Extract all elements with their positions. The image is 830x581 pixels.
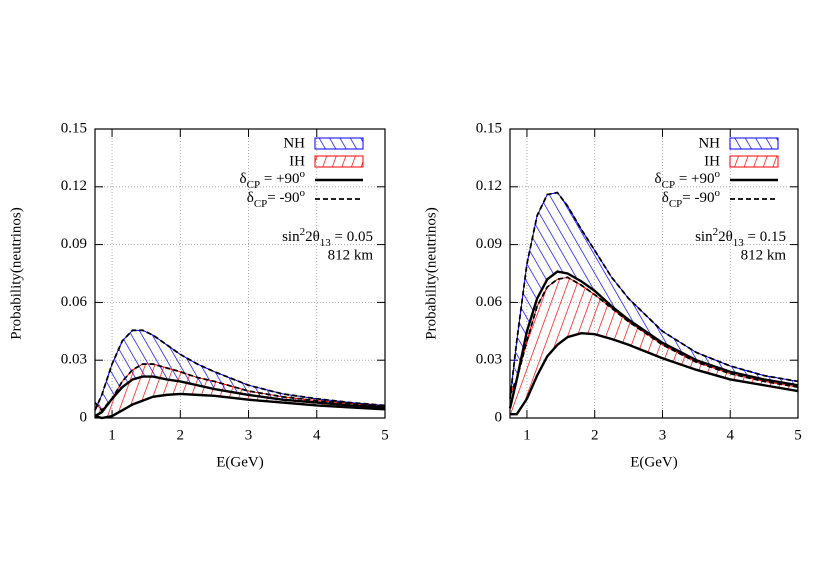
annotation-index: 13 [320, 237, 332, 249]
curve [94, 363, 386, 412]
legend-main: = +90 [260, 171, 299, 187]
legend-label: δCP = +90o [240, 168, 306, 191]
legend-sup: o [715, 168, 721, 180]
x-tick-label: 3 [245, 427, 253, 443]
y-tick-label: 0.12 [61, 178, 87, 194]
legend-label: δCP = +90o [655, 168, 721, 191]
annotation-baseline: 812 km [741, 247, 787, 263]
y-axis-label: Probability(neutrinos) [8, 207, 24, 339]
band [94, 363, 386, 419]
panel: 0 0.03 0.06 0.09 0.12 0.15 1 2 3 4 5 E(GeV) Probabil… [8, 120, 388, 470]
legend-sub: CP [254, 198, 267, 210]
legend-main: = -90 [682, 190, 714, 206]
x-axis-label: E(GeV) [630, 454, 677, 470]
x-tick-label: 4 [726, 427, 734, 443]
x-axis-label: E(GeV) [216, 454, 263, 470]
legend-sub: CP [669, 198, 682, 210]
legend-label: NH [698, 135, 720, 151]
x-tick-label: 1 [108, 427, 116, 443]
legend-sup: o [715, 187, 721, 199]
legend-sub: CP [247, 179, 260, 191]
y-tick-label: 0.06 [61, 294, 88, 310]
y-tick-label: 0.15 [61, 120, 87, 136]
annotation-power: 2 [300, 226, 306, 238]
curve [508, 270, 799, 409]
annotation-baseline: 812 km [328, 247, 374, 263]
x-tick-label: 1 [523, 427, 531, 443]
annotation-value: = 0.15 [744, 229, 786, 245]
curve [509, 191, 799, 399]
legend-swatch [729, 137, 779, 150]
legend-main: = +90 [675, 171, 714, 187]
y-tick-label: 0.03 [476, 352, 502, 368]
x-tick-label: 5 [381, 427, 389, 443]
y-tick-label: 0.09 [476, 236, 502, 252]
legend-sub: CP [662, 179, 675, 191]
annotation-power: 2 [713, 226, 719, 238]
x-tick-label: 3 [659, 427, 667, 443]
annotation-func: sin [282, 229, 300, 245]
legend-label: IH [704, 153, 720, 169]
legend-symbol: δ [662, 190, 669, 206]
y-tick-label: 0.06 [476, 294, 503, 310]
legend-swatch [314, 137, 364, 150]
plot-frame [509, 128, 799, 419]
curve [94, 375, 386, 418]
panel: 0 0.03 0.06 0.09 0.12 0.15 1 2 3 4 5 E(GeV) Probabil… [423, 120, 801, 470]
y-axis-label: Probability(neutrinos) [423, 207, 439, 339]
curve [509, 276, 799, 396]
legend-symbol: δ [247, 190, 254, 206]
annotation: sin22θ13 = 0.15 [695, 226, 786, 249]
annotation-index: 13 [733, 237, 745, 249]
legend-main: = -90 [267, 190, 299, 206]
y-tick-label: 0 [495, 409, 503, 425]
legend-sup: o [300, 187, 306, 199]
curve [94, 392, 386, 420]
annotation-angle: 2θ [305, 229, 320, 245]
legend-label: δCP= -90o [662, 187, 721, 210]
legend-swatch [314, 155, 364, 168]
y-tick-label: 0.15 [476, 120, 502, 136]
legend-symbol: δ [240, 171, 247, 187]
x-tick-label: 5 [794, 427, 802, 443]
plot-frame [94, 128, 386, 419]
x-tick-label: 2 [591, 427, 599, 443]
annotation: sin22θ13 = 0.05 [282, 226, 373, 249]
y-tick-label: 0.03 [61, 352, 87, 368]
x-tick-label: 4 [313, 427, 321, 443]
y-tick-label: 0.12 [476, 178, 502, 194]
legend-swatch [729, 155, 779, 168]
annotation-value: = 0.05 [331, 229, 373, 245]
band [509, 276, 799, 415]
y-tick-label: 0 [80, 409, 88, 425]
annotation-func: sin [695, 229, 713, 245]
legend-label: IH [289, 153, 305, 169]
curve [510, 332, 799, 416]
legend-label: NH [283, 135, 305, 151]
annotation-angle: 2θ [718, 229, 733, 245]
y-tick-label: 0.09 [61, 236, 87, 252]
legend-symbol: δ [655, 171, 662, 187]
legend-label: δCP= -90o [247, 187, 306, 210]
x-tick-label: 2 [177, 427, 185, 443]
legend-sup: o [300, 168, 306, 180]
